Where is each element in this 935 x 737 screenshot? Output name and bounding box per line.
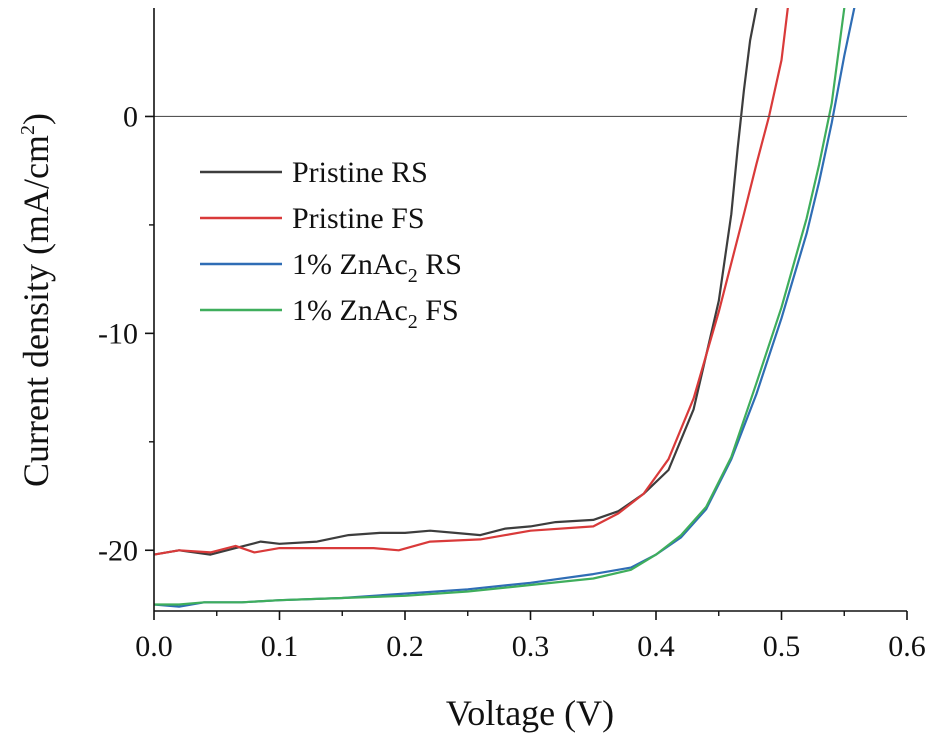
- legend-label-main: Pristine FS: [292, 202, 425, 235]
- y-tick-label: -10: [98, 317, 138, 350]
- x-tick-label: 0.0: [135, 630, 173, 663]
- y-axis-title: Current density (mA/cm2): [16, 113, 56, 487]
- x-tick-label: 0.3: [512, 630, 550, 663]
- tick-marks: [145, 115, 908, 620]
- series-lines: [154, 8, 856, 608]
- y-tick-label: 0: [123, 100, 138, 133]
- series-line-pristine_rs: [154, 8, 758, 556]
- x-axis-title: Voltage (V): [446, 693, 614, 733]
- x-tick-label: 0.5: [763, 630, 801, 663]
- x-tick-label: 0.6: [888, 630, 926, 663]
- legend-label-zn_fs: 1% ZnAc2 FS: [292, 294, 459, 333]
- legend-label-sub: 2: [408, 311, 418, 333]
- legend-label-sub: 2: [408, 265, 418, 287]
- legend-label-tail: RS: [418, 248, 462, 281]
- legend-label-main: 1% ZnAc: [292, 294, 408, 327]
- series-line-zn_rs: [154, 8, 856, 608]
- legend-label-pristine_fs: Pristine FS: [292, 202, 425, 235]
- legend-label-main: 1% ZnAc: [292, 248, 408, 281]
- legend-label-main: Pristine RS: [292, 156, 428, 189]
- legend-label-tail: FS: [418, 294, 459, 327]
- x-tick-label: 0.4: [637, 630, 675, 663]
- x-tick-label: 0.1: [261, 630, 299, 663]
- x-tick-label: 0.2: [386, 630, 424, 663]
- legend-label-pristine_rs: Pristine RS: [292, 156, 428, 189]
- series-line-pristine_fs: [154, 8, 789, 556]
- legend-label-zn_rs: 1% ZnAc2 RS: [292, 248, 462, 287]
- series-line-zn_fs: [154, 8, 846, 606]
- y-tick-label: -20: [98, 534, 138, 567]
- tick-labels: 0.0 0.1 0.2 0.3 0.4 0.5 0.6 -20 -10 0: [98, 100, 926, 663]
